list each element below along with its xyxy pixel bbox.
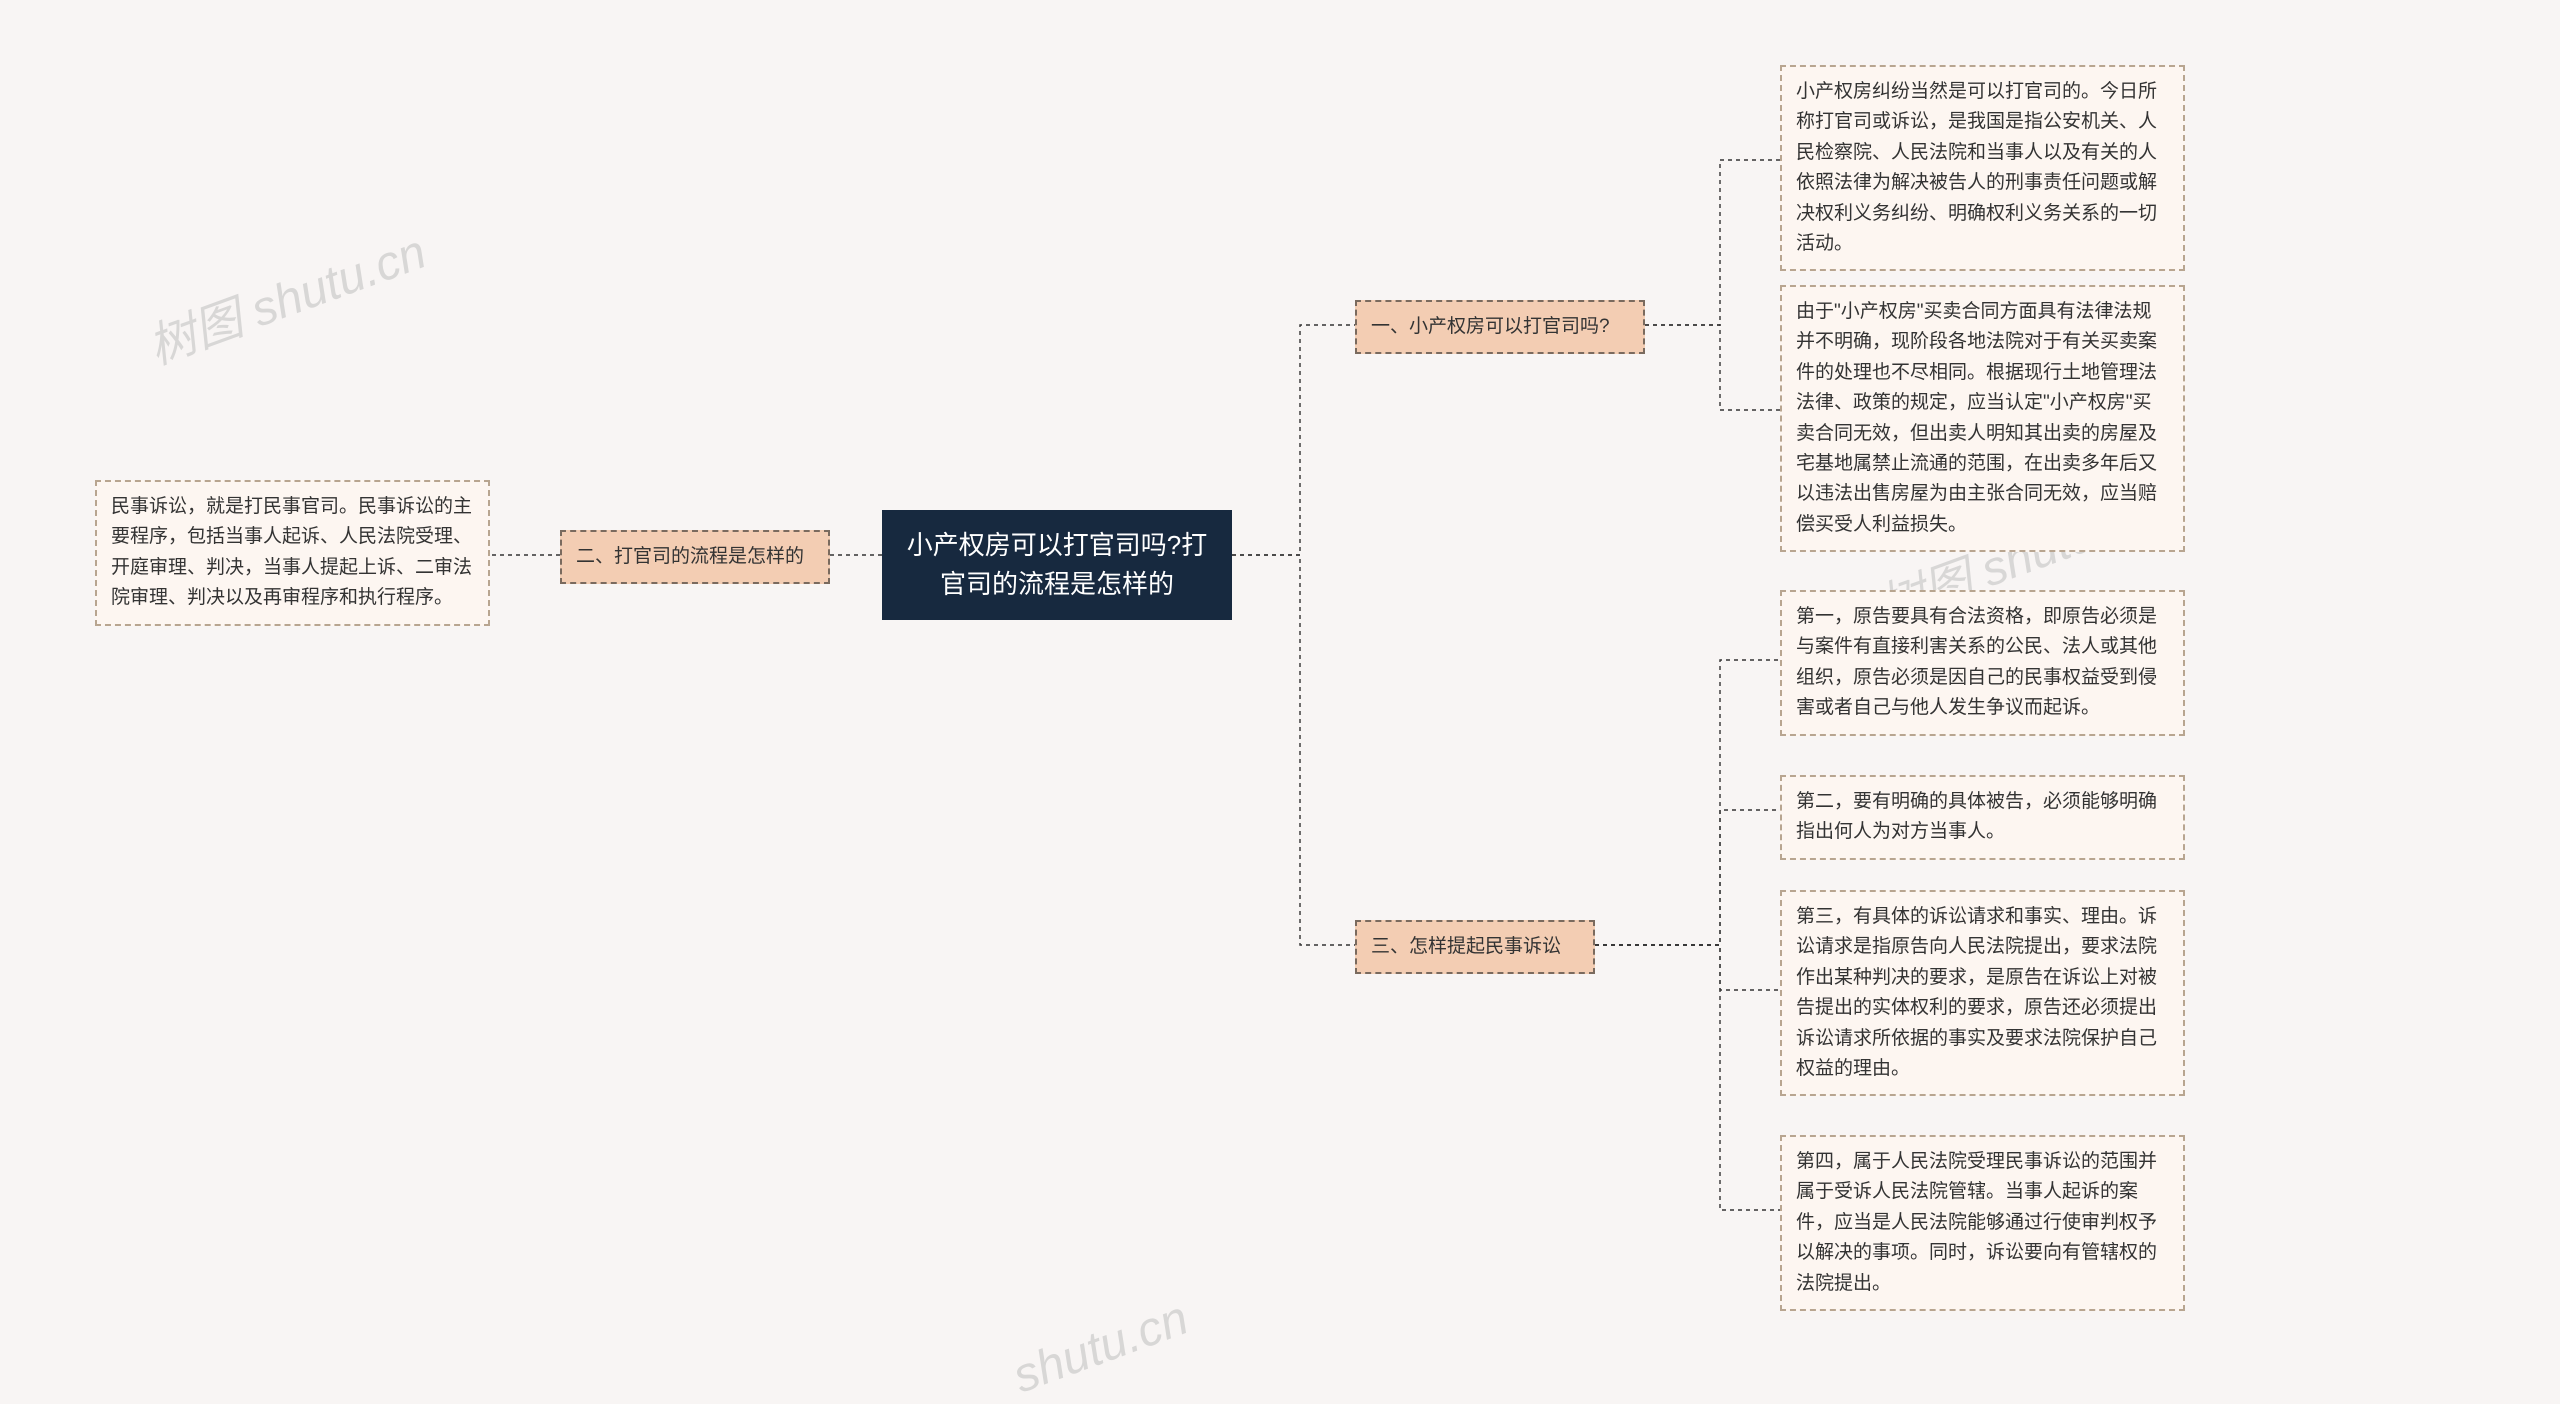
branch-node-3[interactable]: 三、怎样提起民事诉讼: [1355, 920, 1595, 974]
watermark: shutu.cn: [1006, 1291, 1195, 1404]
leaf-node: 民事诉讼，就是打民事官司。民事诉讼的主要程序，包括当事人起诉、人民法院受理、开庭…: [95, 480, 490, 626]
leaf-node: 第一，原告要具有合法资格，即原告必须是与案件有直接利害关系的公民、法人或其他组织…: [1780, 590, 2185, 736]
branch-node-1[interactable]: 一、小产权房可以打官司吗?: [1355, 300, 1645, 354]
leaf-node: 第三，有具体的诉讼请求和事实、理由。诉讼请求是指原告向人民法院提出，要求法院作出…: [1780, 890, 2185, 1096]
leaf-node: 第二，要有明确的具体被告，必须能够明确指出何人为对方当事人。: [1780, 775, 2185, 860]
leaf-node: 由于"小产权房"买卖合同方面具有法律法规并不明确，现阶段各地法院对于有关买卖案件…: [1780, 285, 2185, 552]
leaf-node: 第四，属于人民法院受理民事诉讼的范围并属于受诉人民法院管辖。当事人起诉的案件，应…: [1780, 1135, 2185, 1311]
watermark: 树图 shutu.cn: [137, 212, 434, 377]
center-node[interactable]: 小产权房可以打官司吗?打官司的流程是怎样的: [882, 510, 1232, 620]
branch-node-2[interactable]: 二、打官司的流程是怎样的: [560, 530, 830, 584]
leaf-node: 小产权房纠纷当然是可以打官司的。今日所称打官司或诉讼，是我国是指公安机关、人民检…: [1780, 65, 2185, 271]
